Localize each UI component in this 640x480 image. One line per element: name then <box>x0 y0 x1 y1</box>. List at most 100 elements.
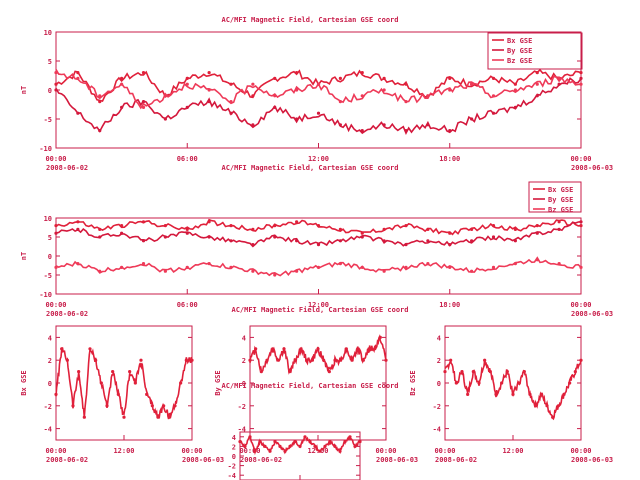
y-tick-label: 0 <box>437 380 441 388</box>
data-point <box>308 440 312 444</box>
data-point <box>557 262 561 266</box>
data-point <box>253 449 257 453</box>
data-point <box>404 224 408 228</box>
data-point <box>513 105 517 109</box>
data-point <box>207 71 211 75</box>
y-tick-label: 10 <box>44 29 52 37</box>
data-point <box>207 235 211 239</box>
data-point <box>470 117 474 121</box>
data-point <box>167 415 171 419</box>
x-tick-label: 00:00 <box>45 447 66 455</box>
date-label-end: 2008-06-03 <box>571 164 613 172</box>
legend-entry: Bz GSE <box>548 206 573 214</box>
data-point <box>483 358 487 362</box>
data-point <box>573 370 577 374</box>
data-point <box>54 392 58 396</box>
data-point <box>248 358 252 362</box>
plot-frame <box>444 325 582 441</box>
data-point <box>273 440 277 444</box>
y-axis-label: Bx GSE <box>20 370 28 395</box>
data-point <box>76 227 80 231</box>
chart-title: AC/MFI Magnetic Field, Cartesian GSE coo… <box>231 306 408 314</box>
y-tick-label: -4 <box>238 426 246 434</box>
data-point <box>448 231 452 235</box>
y-tick-label: -2 <box>228 463 236 471</box>
data-point <box>54 82 58 86</box>
data-point <box>562 392 566 396</box>
data-point <box>491 265 496 269</box>
data-point <box>298 444 302 448</box>
data-point <box>466 392 470 396</box>
y-tick-label: -5 <box>44 272 52 280</box>
x-tick-label: 00:00 <box>181 447 202 455</box>
data-point <box>316 243 321 247</box>
data-point <box>122 415 126 419</box>
data-point <box>98 94 102 98</box>
data-point <box>258 440 262 444</box>
data-point <box>185 82 189 86</box>
data-point <box>145 392 149 396</box>
data-point <box>426 262 430 266</box>
y-tick-label: 4 <box>48 334 52 342</box>
data-point <box>557 82 561 86</box>
y-tick-label: 10 <box>44 215 52 223</box>
data-point <box>338 449 342 453</box>
data-point <box>505 370 509 374</box>
x-tick-label: 00:00 <box>434 447 455 455</box>
data-point <box>98 235 102 239</box>
data-point <box>491 111 496 115</box>
plot-frame <box>55 217 582 295</box>
data-point <box>328 440 332 444</box>
x-tick-label: 00:00 <box>570 301 591 309</box>
x-tick-label: 06:00 <box>177 301 198 309</box>
data-point <box>535 258 539 262</box>
y-tick-label: 0 <box>48 380 52 388</box>
data-point <box>133 381 137 385</box>
data-point <box>229 82 233 86</box>
y-tick-label: -5 <box>44 116 52 124</box>
data-point <box>323 444 327 448</box>
data-point <box>251 123 255 127</box>
data-point <box>339 358 343 362</box>
data-point <box>162 404 166 408</box>
y-tick-label: -2 <box>433 403 441 411</box>
x-tick-label: 00:00 <box>45 301 66 309</box>
data-point <box>77 370 81 374</box>
y-tick-label: 0 <box>48 253 52 261</box>
data-point <box>120 105 124 109</box>
data-point <box>88 347 92 351</box>
data-point <box>76 220 80 224</box>
data-point <box>184 358 188 362</box>
series-line-1 <box>249 334 387 375</box>
x-tick-label: 12:00 <box>308 301 329 309</box>
x-tick-label: 00:00 <box>570 155 591 163</box>
y-tick-label: -10 <box>39 145 52 153</box>
x-tick-label: 12:00 <box>113 447 134 455</box>
legend-entry: Bz GSE <box>507 57 532 65</box>
data-point <box>238 440 242 444</box>
data-point <box>105 404 109 408</box>
data-point <box>251 243 255 247</box>
data-point <box>448 265 452 269</box>
data-point <box>327 370 331 374</box>
date-label-start: 2008-06-02 <box>240 456 282 464</box>
y-tick-label: 4 <box>242 334 246 342</box>
data-point <box>360 235 364 239</box>
data-point <box>443 370 447 374</box>
data-point <box>448 243 452 247</box>
y-tick-label: 0 <box>242 380 246 388</box>
data-point <box>356 347 360 351</box>
data-point <box>344 347 348 351</box>
data-point <box>470 82 474 86</box>
date-label-end: 2008-06-03 <box>571 456 613 464</box>
data-point <box>535 71 539 75</box>
data-point <box>273 224 277 228</box>
y-tick-label: 5 <box>48 58 52 66</box>
x-tick-label: 12:00 <box>502 447 523 455</box>
data-point <box>360 129 364 133</box>
data-point <box>579 265 583 269</box>
data-point <box>360 231 364 235</box>
data-point <box>358 440 362 444</box>
data-point <box>491 94 496 98</box>
